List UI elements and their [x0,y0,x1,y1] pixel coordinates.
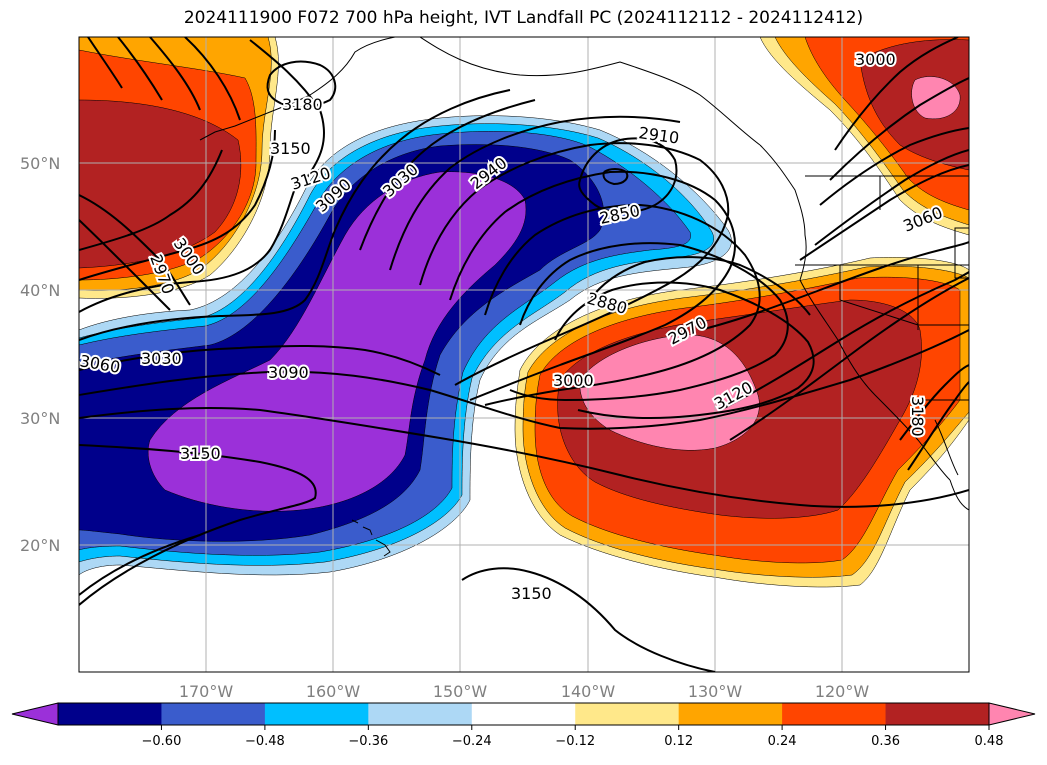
colorbar-segment [678,703,783,725]
lon-label-160w: 160°W [306,682,361,701]
colorbar-segment [58,703,162,725]
map-panel: 3180 3150 3120 3090 3030 2940 2910 2850 … [79,37,969,672]
colorbar-segment [264,703,369,725]
colorbar-ticks: −0.60 −0.48 −0.36 −0.24 −0.12 0.12 0.24 0.36 0.4… [142,725,1004,749]
height-contours [79,37,969,672]
colorbar-outline [57,702,990,726]
colorbar-tick-label: 0.24 [768,734,797,749]
colorbar-extend-right [988,702,1036,726]
colorbar-tick-label: −0.36 [348,734,388,749]
contour-label: 3030 [141,349,182,368]
contour-label: 3180 [908,396,927,437]
lon-label-130w: 130°W [688,682,743,701]
colorbar-segment [782,703,887,725]
colorbar-tick-label: −0.48 [245,734,285,749]
longitude-labels: 170°W 160°W 150°W 140°W 130°W 120°W [179,682,870,701]
colorbar-tick-label: −0.24 [452,734,492,749]
colorbar-segment [161,703,266,725]
colorbar-tick-label: −0.60 [142,734,182,749]
lon-label-140w: 140°W [561,682,616,701]
colorbar-tick-label: 0.12 [664,734,693,749]
lat-label-20n: 20°N [20,536,60,555]
colorbar-extend-left [11,702,59,726]
lat-label-50n: 50°N [20,154,60,173]
lon-label-120w: 120°W [815,682,870,701]
map-title: 2024111900 F072 700 hPa height, IVT Land… [183,8,864,28]
contour-label: 3000 [553,371,594,390]
colorbar-segment [368,703,473,725]
graticule [79,37,969,672]
colorbar-segment [471,703,576,725]
latitude-labels: 50°N 40°N 30°N 20°N [20,154,60,555]
colorbar: −0.60 −0.48 −0.36 −0.24 −0.12 0.12 0.24 0.36 0.4… [11,702,1036,749]
colorbar-segments [58,703,990,725]
fill-pos-060 [911,76,961,120]
lat-label-30n: 30°N [20,409,60,428]
lon-label-170w: 170°W [179,682,234,701]
lat-label-40n: 40°N [20,281,60,300]
contour-label: 3180 [282,95,323,114]
coastlines [199,37,969,557]
colorbar-segment [885,703,990,725]
contour-label: 3090 [268,363,309,382]
colorbar-tick-label: −0.12 [555,734,595,749]
contour-label: 3150 [180,444,221,463]
colorbar-segment [575,703,680,725]
fill-neg-060 [147,171,527,512]
fill-pos-048 [79,99,242,269]
map-frame [78,36,970,673]
colorbar-tick-label: 0.36 [871,734,900,749]
contour-label: 3150 [270,139,311,158]
contour-label: 3150 [511,584,552,603]
positive-anomaly-northwest [79,37,279,299]
lon-label-150w: 150°W [433,682,488,701]
contour-label: 3000 [855,50,896,69]
colorbar-tick-label: 0.48 [975,734,1004,749]
